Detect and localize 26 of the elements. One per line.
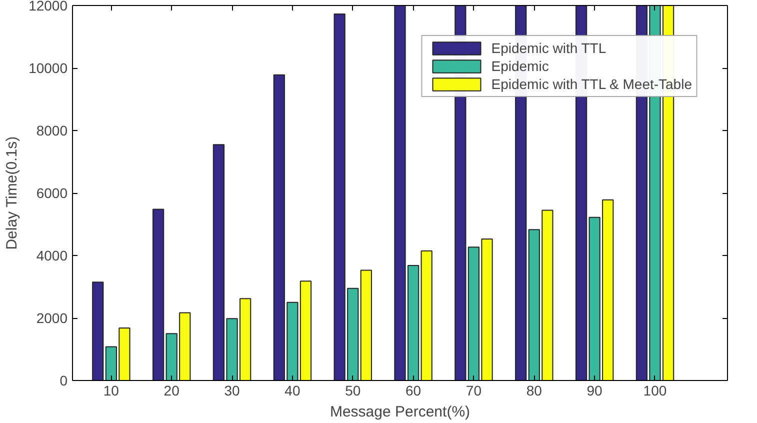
y-tick-label: 12000 bbox=[28, 0, 68, 14]
x-tick-label: 100 bbox=[643, 382, 667, 398]
y-axis-title: Delay Time(0.1s) bbox=[4, 136, 21, 250]
x-tick-label: 10 bbox=[103, 382, 120, 398]
y-tick-label: 4000 bbox=[36, 248, 68, 264]
x-tick-label: 40 bbox=[284, 382, 300, 398]
legend-label: Epidemic with TTL & Meet-Table bbox=[491, 76, 692, 92]
legend-label: Epidemic with TTL bbox=[491, 40, 606, 56]
bar bbox=[152, 208, 164, 380]
y-tick-label: 0 bbox=[60, 372, 68, 388]
x-tick-label: 30 bbox=[224, 382, 240, 398]
x-axis-title: Message Percent(%) bbox=[330, 404, 470, 420]
x-tick-label: 60 bbox=[406, 382, 422, 398]
y-tick-label: 10000 bbox=[28, 60, 68, 76]
bar bbox=[92, 282, 104, 380]
x-tick-label: 20 bbox=[164, 382, 180, 398]
x-tick-label: 90 bbox=[586, 382, 603, 398]
x-tick-label: 70 bbox=[466, 382, 482, 398]
x-tick-label: 80 bbox=[526, 382, 542, 398]
bar bbox=[420, 250, 432, 380]
legend-label: Epidemic bbox=[491, 58, 549, 74]
y-tick-label: 2000 bbox=[36, 310, 68, 326]
y-tick-label: 6000 bbox=[36, 185, 68, 201]
x-tick-label: 50 bbox=[345, 382, 361, 398]
y-tick-label: 8000 bbox=[36, 122, 68, 138]
bar bbox=[360, 270, 372, 380]
